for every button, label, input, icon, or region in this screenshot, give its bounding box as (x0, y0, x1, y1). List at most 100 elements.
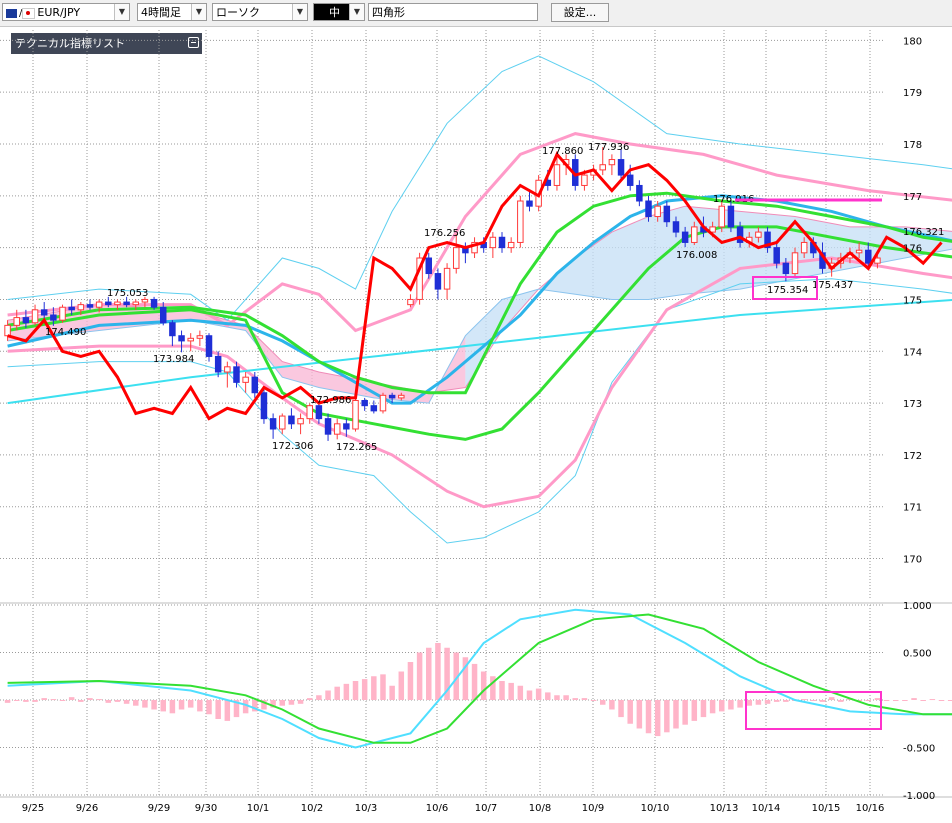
candle-body (407, 298, 414, 306)
timeframe-label: 4時間足 (141, 6, 181, 19)
macd-histogram-bar (78, 700, 84, 702)
candle-body (50, 314, 57, 321)
candle-body (251, 376, 259, 394)
macd-histogram-bar (535, 688, 542, 700)
x-tick-label: 10/6 (426, 803, 448, 814)
macd-histogram-bar (444, 647, 450, 700)
candle-body (150, 298, 158, 308)
y-tick-label: 170 (903, 555, 922, 566)
chart-type-select[interactable]: ローソク ▼ (212, 3, 308, 21)
y-tick-label: 178 (903, 140, 922, 151)
candle-body (452, 247, 460, 269)
candle-body (95, 301, 103, 308)
candle-body (141, 298, 149, 303)
candle-body (352, 400, 359, 430)
candle-body (214, 355, 222, 373)
candle-body (507, 241, 515, 249)
macd-histogram-bar (783, 700, 789, 702)
macd-histogram-bar (380, 674, 386, 700)
macd-histogram-bar (279, 700, 286, 706)
macd-histogram-bar (737, 700, 743, 708)
macd-histogram-bar (911, 698, 917, 700)
macd-y-tick-label: 0.500 (903, 649, 932, 660)
candle-body (269, 418, 277, 430)
macd-histogram-bar (664, 700, 670, 733)
macd-histogram-bar (508, 682, 514, 700)
macd-histogram-bar (261, 700, 267, 710)
candle-body (709, 226, 716, 233)
annotations (735, 198, 882, 730)
candle-body (242, 376, 249, 383)
macd-histogram-bar (133, 700, 139, 706)
candle-body (489, 236, 497, 249)
macd-histogram-bar (627, 700, 633, 724)
macd-histogram-bar (206, 700, 212, 715)
shape-label: 四角形 (372, 6, 405, 19)
candle-body (114, 301, 121, 306)
price-label: 177.936 (588, 142, 629, 153)
indicator-list-panel[interactable]: テクニカル指標リスト (11, 33, 202, 54)
macd-histogram-bar (819, 700, 826, 702)
macd-histogram-bar (398, 671, 405, 700)
x-tick-label: 10/1 (247, 803, 269, 814)
candle-body (471, 241, 478, 254)
symbol-select[interactable]: / EUR/JPY ▼ (2, 3, 130, 21)
macd-histogram-bar (361, 679, 368, 700)
macd-histogram-bar (590, 700, 597, 701)
macd-histogram-bar (874, 698, 881, 700)
macd-histogram-bar (306, 698, 313, 700)
price-label: 175.053 (107, 288, 148, 299)
jp-flag-icon (22, 7, 36, 19)
candle-body (86, 304, 94, 308)
cloud-bear-area (465, 206, 952, 388)
bollinger-mid-lower (7, 256, 952, 509)
candle-body (581, 174, 588, 186)
candle-body (672, 221, 680, 233)
macd-histogram-bar (499, 681, 505, 700)
settings-button[interactable]: 設定... (551, 3, 609, 22)
signal-line (7, 613, 952, 744)
macd-histogram-bar (856, 700, 862, 701)
macd-histogram-bar (41, 698, 47, 700)
candle-body (800, 241, 808, 254)
price-label: 176.916 (713, 194, 754, 205)
candle-body (553, 164, 561, 186)
candle-body (13, 317, 20, 326)
x-tick-label: 9/29 (148, 803, 170, 814)
minimize-icon[interactable] (188, 37, 199, 48)
x-tick-label: 10/8 (529, 803, 551, 814)
macd-histogram-bar (636, 700, 643, 729)
line-width-select[interactable]: 中 ▼ (313, 3, 365, 21)
candle-body (855, 249, 863, 254)
macd-histogram-bar (343, 683, 350, 700)
shape-select[interactable]: 四角形 (368, 3, 538, 21)
y-tick-label: 174 (903, 347, 922, 358)
macd-histogram-bar (480, 671, 487, 700)
candle-body (636, 184, 643, 202)
macd-histogram-bar (426, 647, 432, 700)
macd-histogram-bar (554, 695, 560, 700)
chevron-down-icon: ▼ (114, 4, 129, 20)
chevron-down-icon: ▼ (191, 4, 206, 20)
chevron-down-icon: ▼ (349, 4, 364, 20)
macd-histogram-bar (517, 685, 524, 700)
x-tick-label: 10/9 (582, 803, 604, 814)
candle-body (31, 309, 39, 324)
x-tick-label: 10/13 (710, 803, 739, 814)
timeframe-select[interactable]: 4時間足 ▼ (137, 3, 207, 21)
ma-green-slow-line (7, 225, 952, 441)
candle-body (416, 257, 423, 300)
candle-body (791, 252, 799, 275)
price-label: 176.256 (424, 228, 465, 239)
candle-body (361, 400, 368, 407)
macd-histogram-bar (599, 700, 606, 705)
macd-histogram-bar (50, 699, 57, 701)
candle-body (40, 309, 48, 316)
macd-histogram-bar (581, 698, 588, 700)
candle-body (77, 304, 85, 311)
macd-histogram-bar (389, 685, 395, 700)
macd-histogram-bar (371, 676, 377, 700)
low-price-box (752, 276, 818, 300)
candle-body (105, 301, 112, 306)
